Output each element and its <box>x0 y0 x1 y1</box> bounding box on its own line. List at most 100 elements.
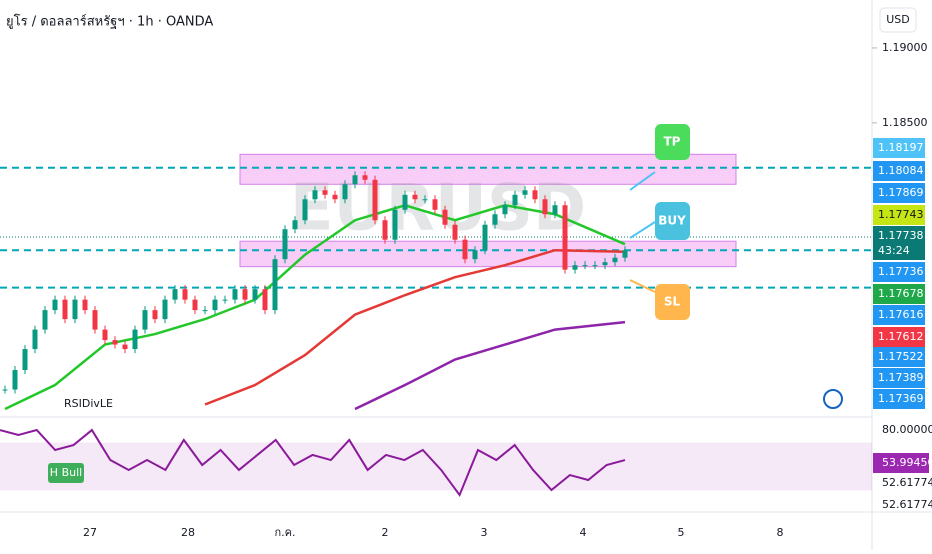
x-tick-label: 3 <box>481 526 488 539</box>
x-tick-label: 5 <box>678 526 685 539</box>
candle <box>552 205 558 215</box>
candle <box>22 349 28 371</box>
x-tick-label: 2 <box>382 526 389 539</box>
countdown: 43:24 <box>878 244 910 257</box>
price-label-box <box>873 368 925 388</box>
candle <box>2 389 8 391</box>
candle <box>182 289 188 300</box>
candle <box>542 199 548 215</box>
candle <box>532 190 538 200</box>
candle <box>602 262 608 266</box>
candle <box>262 289 268 311</box>
tp-arrow <box>629 171 656 191</box>
candle <box>152 310 158 320</box>
candle <box>242 289 248 300</box>
tp-label: TP <box>664 135 681 149</box>
candle <box>292 220 298 230</box>
x-tick-label: 28 <box>181 526 195 539</box>
candle <box>122 344 128 350</box>
currency[interactable]: USD <box>886 13 910 26</box>
candle <box>592 265 598 267</box>
sl-label: SL <box>664 295 681 309</box>
x-tick-label: 27 <box>83 526 97 539</box>
price-label: 1.18084 <box>878 164 924 177</box>
candle <box>452 224 458 240</box>
candle <box>582 265 588 267</box>
candle <box>372 179 378 221</box>
price-label: 1.17738 <box>878 229 924 242</box>
candle <box>432 199 438 210</box>
candle <box>442 209 448 225</box>
rsi-label: 52.61774 <box>882 498 932 511</box>
candle <box>402 194 408 210</box>
price-label-box <box>873 161 925 181</box>
candle <box>502 205 508 215</box>
candle <box>282 229 288 260</box>
y-tick-label: 1.18500 <box>882 116 928 129</box>
price-label-box <box>873 183 925 203</box>
price-label-box <box>873 262 925 282</box>
candle <box>422 199 428 201</box>
tp-box <box>655 124 690 160</box>
candle <box>252 289 258 300</box>
candle <box>482 224 488 251</box>
candle <box>42 310 48 330</box>
price-label-box <box>873 226 925 260</box>
indicator-icon <box>823 389 843 409</box>
y-tick-label: 1.19000 <box>882 41 928 54</box>
price-label-box <box>873 205 925 225</box>
candle <box>232 289 238 300</box>
candle <box>102 329 108 341</box>
price-label: 1.17616 <box>878 308 924 321</box>
candle <box>162 299 168 320</box>
candle <box>72 299 78 320</box>
rsi-signal: H Bull <box>50 466 82 479</box>
candle <box>192 299 198 311</box>
price-label: 1.17612 <box>878 330 924 343</box>
price-label: 1.17369 <box>878 392 924 405</box>
rsi-label: 53.99450 <box>882 456 932 469</box>
rsi-line <box>0 428 626 498</box>
candle <box>392 209 398 240</box>
price-label-box <box>873 389 925 409</box>
price-label: 1.17869 <box>878 186 924 199</box>
candle <box>352 175 358 185</box>
price-label-box <box>873 284 925 304</box>
chart-title: ยูโร / ดอลลาร์สหรัฐฯ · 1h · OANDA <box>6 14 213 30</box>
rsi-label-box <box>873 453 929 473</box>
candle <box>52 299 58 311</box>
candle <box>32 329 38 350</box>
candle <box>462 239 468 260</box>
x-tick-label: 8 <box>777 526 784 539</box>
price-label: 1.17678 <box>878 287 924 300</box>
candle <box>562 205 568 270</box>
divergence-label: RSIDivLE <box>64 397 113 410</box>
candle <box>202 310 208 312</box>
candle <box>492 214 498 225</box>
candle <box>612 257 618 263</box>
candle <box>92 310 98 330</box>
rsi-label: 80.00000 <box>882 423 932 436</box>
candle <box>522 190 528 195</box>
price-label-box <box>873 347 925 367</box>
price-label: 1.17743 <box>878 208 924 221</box>
candle <box>322 190 328 195</box>
price-label-box <box>873 327 925 347</box>
candle <box>312 190 318 200</box>
candle <box>622 250 628 258</box>
price-label-box <box>873 305 925 325</box>
x-tick-label: ก.ค. <box>274 526 295 539</box>
candle <box>302 199 308 221</box>
candle <box>572 265 578 270</box>
price-label: 1.17522 <box>878 350 924 363</box>
price-label: 1.17389 <box>878 371 924 384</box>
zone <box>239 240 737 268</box>
candle <box>382 220 388 240</box>
plot-area: EURUSD <box>0 153 872 411</box>
price-label-box <box>873 138 925 158</box>
rsi-band <box>0 442 872 491</box>
candle <box>142 310 148 330</box>
price-label: 1.18197 <box>878 141 924 154</box>
currency-button[interactable] <box>879 7 917 33</box>
moving-average <box>354 320 626 411</box>
